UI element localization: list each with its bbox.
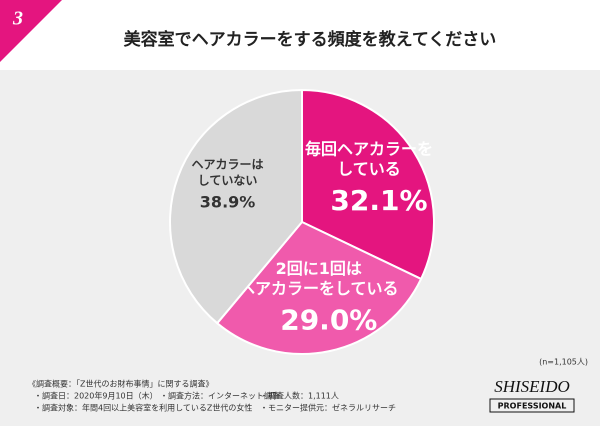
- slice-label: 2回に1回は: [276, 259, 362, 278]
- value-label: 32.1%: [330, 184, 427, 217]
- slice-label: している: [337, 159, 401, 178]
- sample-note: (n=1,105人): [539, 358, 588, 367]
- footer-item: ・調査方法：インターネット調査: [160, 391, 280, 401]
- value-label: 38.9%: [200, 192, 256, 211]
- value-label: 29.0%: [280, 303, 377, 336]
- badge-shape: [0, 0, 62, 62]
- footer-item: ・調査人数：1,111人: [260, 391, 339, 401]
- badge-number: 3: [12, 8, 23, 30]
- footer-item: ・調査日：2020年9月10日（木）: [34, 391, 158, 401]
- slice-label: ヘアカラーをしている: [239, 279, 399, 298]
- header-band: [0, 0, 600, 70]
- logo-sub: PROFESSIONAL: [498, 402, 567, 411]
- chart-title: 美容室でヘアカラーをする頻度を教えてください: [124, 29, 497, 50]
- logo-brand: SHISEIDO: [494, 377, 570, 396]
- footer-item: ・調査対象：年間4回以上美容室を利用しているZ世代の女性: [34, 403, 252, 413]
- slice-label: ヘアカラーは: [192, 157, 264, 171]
- slice-label: していない: [198, 173, 258, 187]
- logo-box: [489, 398, 575, 413]
- pie-slice: [301, 88, 435, 281]
- footer-heading: 《調査概要：「Z世代のお財布事情」に関する調査》: [28, 379, 213, 389]
- slice-label: 毎回ヘアカラーを: [305, 139, 433, 158]
- footer-item: ・モニター提供元：ゼネラルリサーチ: [260, 403, 396, 413]
- pie-slice: [215, 220, 423, 355]
- pie-slice: [169, 88, 303, 325]
